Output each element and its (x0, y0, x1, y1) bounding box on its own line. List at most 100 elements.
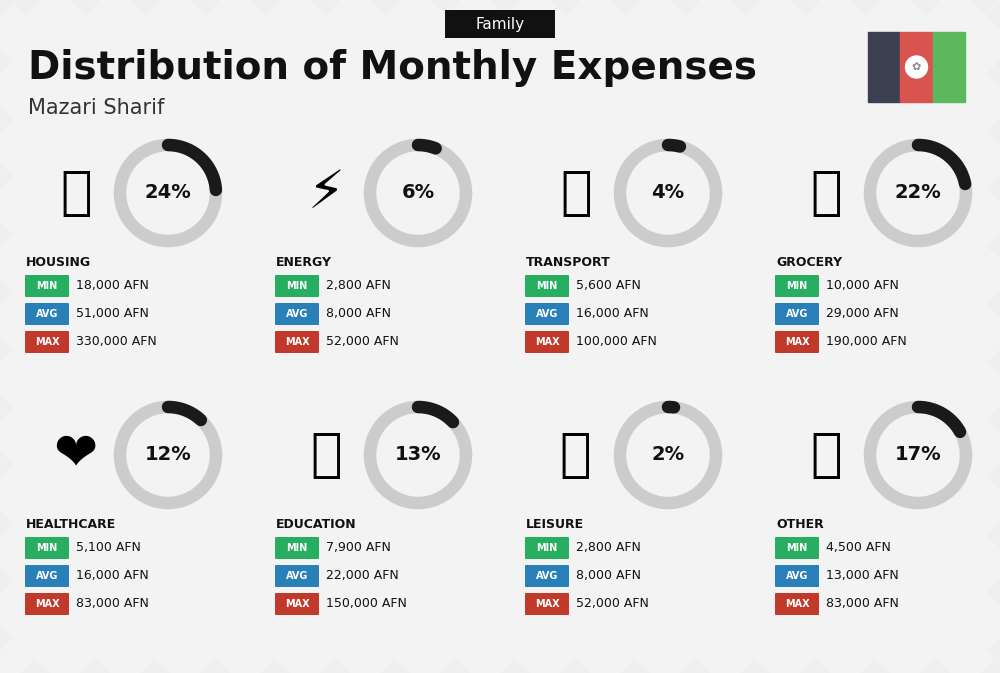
Text: MAX: MAX (535, 599, 559, 609)
FancyBboxPatch shape (25, 303, 69, 325)
Text: 7,900 AFN: 7,900 AFN (326, 542, 391, 555)
FancyBboxPatch shape (775, 331, 819, 353)
FancyBboxPatch shape (525, 275, 569, 297)
Text: ⚡: ⚡ (308, 167, 344, 219)
Text: 83,000 AFN: 83,000 AFN (76, 598, 149, 610)
Text: Mazari Sharif: Mazari Sharif (28, 98, 164, 118)
FancyBboxPatch shape (275, 537, 319, 559)
Text: AVG: AVG (36, 309, 58, 319)
Text: AVG: AVG (36, 571, 58, 581)
Text: Family: Family (475, 17, 525, 32)
FancyBboxPatch shape (775, 537, 819, 559)
Text: MIN: MIN (36, 543, 58, 553)
Text: 330,000 AFN: 330,000 AFN (76, 336, 157, 349)
Text: MIN: MIN (36, 281, 58, 291)
Text: 8,000 AFN: 8,000 AFN (326, 308, 391, 320)
Text: 83,000 AFN: 83,000 AFN (826, 598, 899, 610)
Text: 190,000 AFN: 190,000 AFN (826, 336, 907, 349)
Text: 12%: 12% (145, 446, 191, 464)
Text: 16,000 AFN: 16,000 AFN (76, 569, 149, 583)
Text: 22%: 22% (895, 184, 941, 203)
Text: 5,100 AFN: 5,100 AFN (76, 542, 141, 555)
Text: MAX: MAX (785, 337, 809, 347)
FancyBboxPatch shape (25, 537, 69, 559)
Text: AVG: AVG (286, 309, 308, 319)
FancyBboxPatch shape (25, 565, 69, 587)
Text: 10,000 AFN: 10,000 AFN (826, 279, 899, 293)
Text: TRANSPORT: TRANSPORT (526, 256, 611, 269)
FancyBboxPatch shape (775, 275, 819, 297)
Text: MAX: MAX (285, 599, 309, 609)
Text: MIN: MIN (536, 543, 558, 553)
Bar (900, 32, 933, 102)
Text: 22,000 AFN: 22,000 AFN (326, 569, 399, 583)
Text: AVG: AVG (786, 571, 808, 581)
FancyBboxPatch shape (525, 331, 569, 353)
Text: 8,000 AFN: 8,000 AFN (576, 569, 641, 583)
Text: 🏢: 🏢 (60, 167, 92, 219)
Text: OTHER: OTHER (776, 518, 824, 531)
Text: 🛍️: 🛍️ (560, 429, 592, 481)
Text: EDUCATION: EDUCATION (276, 518, 357, 531)
FancyBboxPatch shape (775, 593, 819, 615)
Text: MAX: MAX (285, 337, 309, 347)
Text: 52,000 AFN: 52,000 AFN (326, 336, 399, 349)
Text: AVG: AVG (286, 571, 308, 581)
Text: Distribution of Monthly Expenses: Distribution of Monthly Expenses (28, 49, 757, 87)
FancyBboxPatch shape (275, 303, 319, 325)
Bar (933, 32, 965, 102)
Text: ENERGY: ENERGY (276, 256, 332, 269)
Text: 150,000 AFN: 150,000 AFN (326, 598, 407, 610)
Text: 2,800 AFN: 2,800 AFN (576, 542, 641, 555)
Bar (868, 32, 900, 102)
Text: 16,000 AFN: 16,000 AFN (576, 308, 649, 320)
FancyBboxPatch shape (525, 537, 569, 559)
Text: MIN: MIN (286, 281, 308, 291)
Text: 2,800 AFN: 2,800 AFN (326, 279, 391, 293)
Text: 5,600 AFN: 5,600 AFN (576, 279, 641, 293)
FancyBboxPatch shape (275, 593, 319, 615)
Text: MAX: MAX (785, 599, 809, 609)
FancyBboxPatch shape (275, 331, 319, 353)
FancyBboxPatch shape (25, 593, 69, 615)
Text: 6%: 6% (401, 184, 435, 203)
FancyBboxPatch shape (525, 303, 569, 325)
Text: 29,000 AFN: 29,000 AFN (826, 308, 899, 320)
Text: MAX: MAX (35, 599, 59, 609)
FancyBboxPatch shape (25, 275, 69, 297)
Text: 13,000 AFN: 13,000 AFN (826, 569, 899, 583)
FancyBboxPatch shape (275, 275, 319, 297)
FancyBboxPatch shape (525, 593, 569, 615)
Text: 13%: 13% (395, 446, 441, 464)
Text: 4%: 4% (651, 184, 685, 203)
Text: AVG: AVG (536, 571, 558, 581)
Text: 51,000 AFN: 51,000 AFN (76, 308, 149, 320)
Text: 💰: 💰 (810, 429, 842, 481)
Text: 4,500 AFN: 4,500 AFN (826, 542, 891, 555)
Text: 🚌: 🚌 (560, 167, 592, 219)
FancyBboxPatch shape (775, 565, 819, 587)
FancyBboxPatch shape (525, 565, 569, 587)
Text: ❤️: ❤️ (54, 429, 98, 481)
Text: 52,000 AFN: 52,000 AFN (576, 598, 649, 610)
Text: ✿: ✿ (912, 62, 921, 72)
Text: MAX: MAX (535, 337, 559, 347)
Text: HOUSING: HOUSING (26, 256, 91, 269)
FancyBboxPatch shape (25, 331, 69, 353)
Text: 17%: 17% (895, 446, 941, 464)
Text: MIN: MIN (786, 543, 808, 553)
FancyBboxPatch shape (275, 565, 319, 587)
Text: 🛒: 🛒 (810, 167, 842, 219)
Text: 100,000 AFN: 100,000 AFN (576, 336, 657, 349)
Text: AVG: AVG (536, 309, 558, 319)
FancyBboxPatch shape (445, 10, 555, 38)
Circle shape (906, 56, 928, 78)
Text: HEALTHCARE: HEALTHCARE (26, 518, 116, 531)
FancyBboxPatch shape (775, 303, 819, 325)
Text: MAX: MAX (35, 337, 59, 347)
Text: MIN: MIN (786, 281, 808, 291)
Text: MIN: MIN (536, 281, 558, 291)
Text: MIN: MIN (286, 543, 308, 553)
Text: 2%: 2% (651, 446, 685, 464)
Text: AVG: AVG (786, 309, 808, 319)
